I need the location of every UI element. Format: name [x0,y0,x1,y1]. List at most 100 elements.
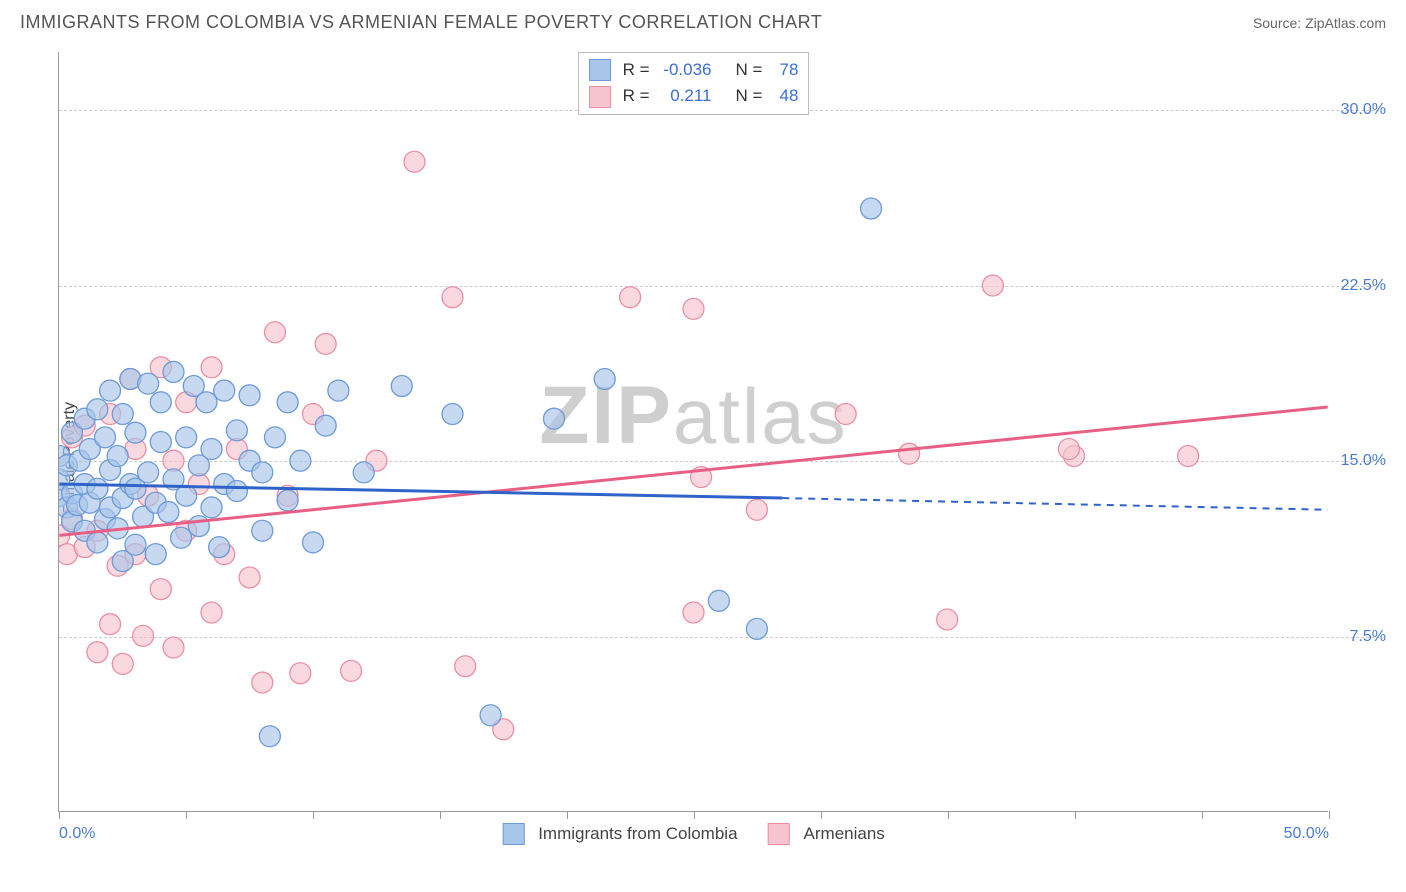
stat-n-label: N = [736,57,763,83]
data-point [87,478,108,499]
stat-n-value: 48 [768,83,798,109]
stat-n-value: 78 [768,57,798,83]
legend-row: R = -0.036 N = 78 [589,57,799,83]
data-point [176,485,197,506]
legend-row: R = 0.211 N = 48 [589,83,799,109]
data-point [683,298,704,319]
data-point [404,151,425,172]
data-point [112,653,133,674]
data-point [150,392,171,413]
trend-line-colombia [59,484,782,498]
y-tick-label: 7.5% [1350,628,1386,646]
data-point [746,499,767,520]
data-point [239,385,260,406]
x-tick [1329,811,1330,819]
data-point [201,497,222,518]
swatch-armenians [768,823,790,845]
data-point [277,490,298,511]
legend-label: Immigrants from Colombia [538,824,737,844]
data-point [937,609,958,630]
x-tick [440,811,441,819]
data-point [252,520,273,541]
chart-header: IMMIGRANTS FROM COLOMBIA VS ARMENIAN FEM… [0,0,1406,37]
swatch-colombia [589,59,611,81]
legend-item: Armenians [768,823,885,845]
data-point [315,415,336,436]
data-point [138,373,159,394]
data-point [620,287,641,308]
data-point [158,502,179,523]
data-point [163,361,184,382]
swatch-armenians [589,86,611,108]
data-point [1178,446,1199,467]
data-point [145,544,166,565]
data-point [196,392,217,413]
data-point [95,427,116,448]
data-point [226,420,247,441]
data-point [315,333,336,354]
data-point [252,462,273,483]
legend-bottom: Immigrants from Colombia Armenians [502,823,885,845]
data-point [259,726,280,747]
data-point [1058,439,1079,460]
data-point [87,399,108,420]
data-point [455,656,476,677]
data-point [708,590,729,611]
x-tick-label: 50.0% [1284,825,1329,843]
data-point [341,660,362,681]
data-point [150,432,171,453]
data-point [176,427,197,448]
data-point [835,403,856,424]
data-point [543,408,564,429]
data-point [982,275,1003,296]
x-tick [1075,811,1076,819]
x-tick [694,811,695,819]
data-point [353,462,374,483]
x-tick-label: 0.0% [59,825,95,843]
data-point [201,357,222,378]
trend-line-colombia-extrapolated [782,498,1327,510]
data-point [899,443,920,464]
x-tick [821,811,822,819]
legend-item: Immigrants from Colombia [502,823,737,845]
stat-r-value: 0.211 [656,83,712,109]
data-point [125,534,146,555]
data-point [290,663,311,684]
x-tick [186,811,187,819]
data-point [226,481,247,502]
plot-region: ZIPatlas R = -0.036 N = 78 R = 0.211 N =… [58,52,1328,812]
data-point [252,672,273,693]
data-point [303,532,324,553]
data-point [201,602,222,623]
data-point [239,567,260,588]
stat-r-label: R = [623,83,650,109]
data-point [138,462,159,483]
data-point [683,602,704,623]
data-point [264,322,285,343]
data-point [125,422,146,443]
x-tick [313,811,314,819]
x-tick [567,811,568,819]
data-point [264,427,285,448]
y-tick-label: 15.0% [1341,452,1386,470]
data-point [107,446,128,467]
legend-label: Armenians [804,824,885,844]
chart-title: IMMIGRANTS FROM COLOMBIA VS ARMENIAN FEM… [20,12,822,33]
data-point [861,198,882,219]
stat-r-value: -0.036 [656,57,712,83]
data-point [150,579,171,600]
plot-svg [59,52,1328,811]
data-point [480,705,501,726]
data-point [277,392,298,413]
data-point [163,637,184,658]
data-point [171,527,192,548]
data-point [391,375,412,396]
swatch-colombia [502,823,524,845]
x-tick [1202,811,1203,819]
data-point [201,439,222,460]
y-tick-label: 22.5% [1341,277,1386,295]
x-tick [59,811,60,819]
y-tick-label: 30.0% [1341,101,1386,119]
data-point [112,403,133,424]
data-point [594,368,615,389]
